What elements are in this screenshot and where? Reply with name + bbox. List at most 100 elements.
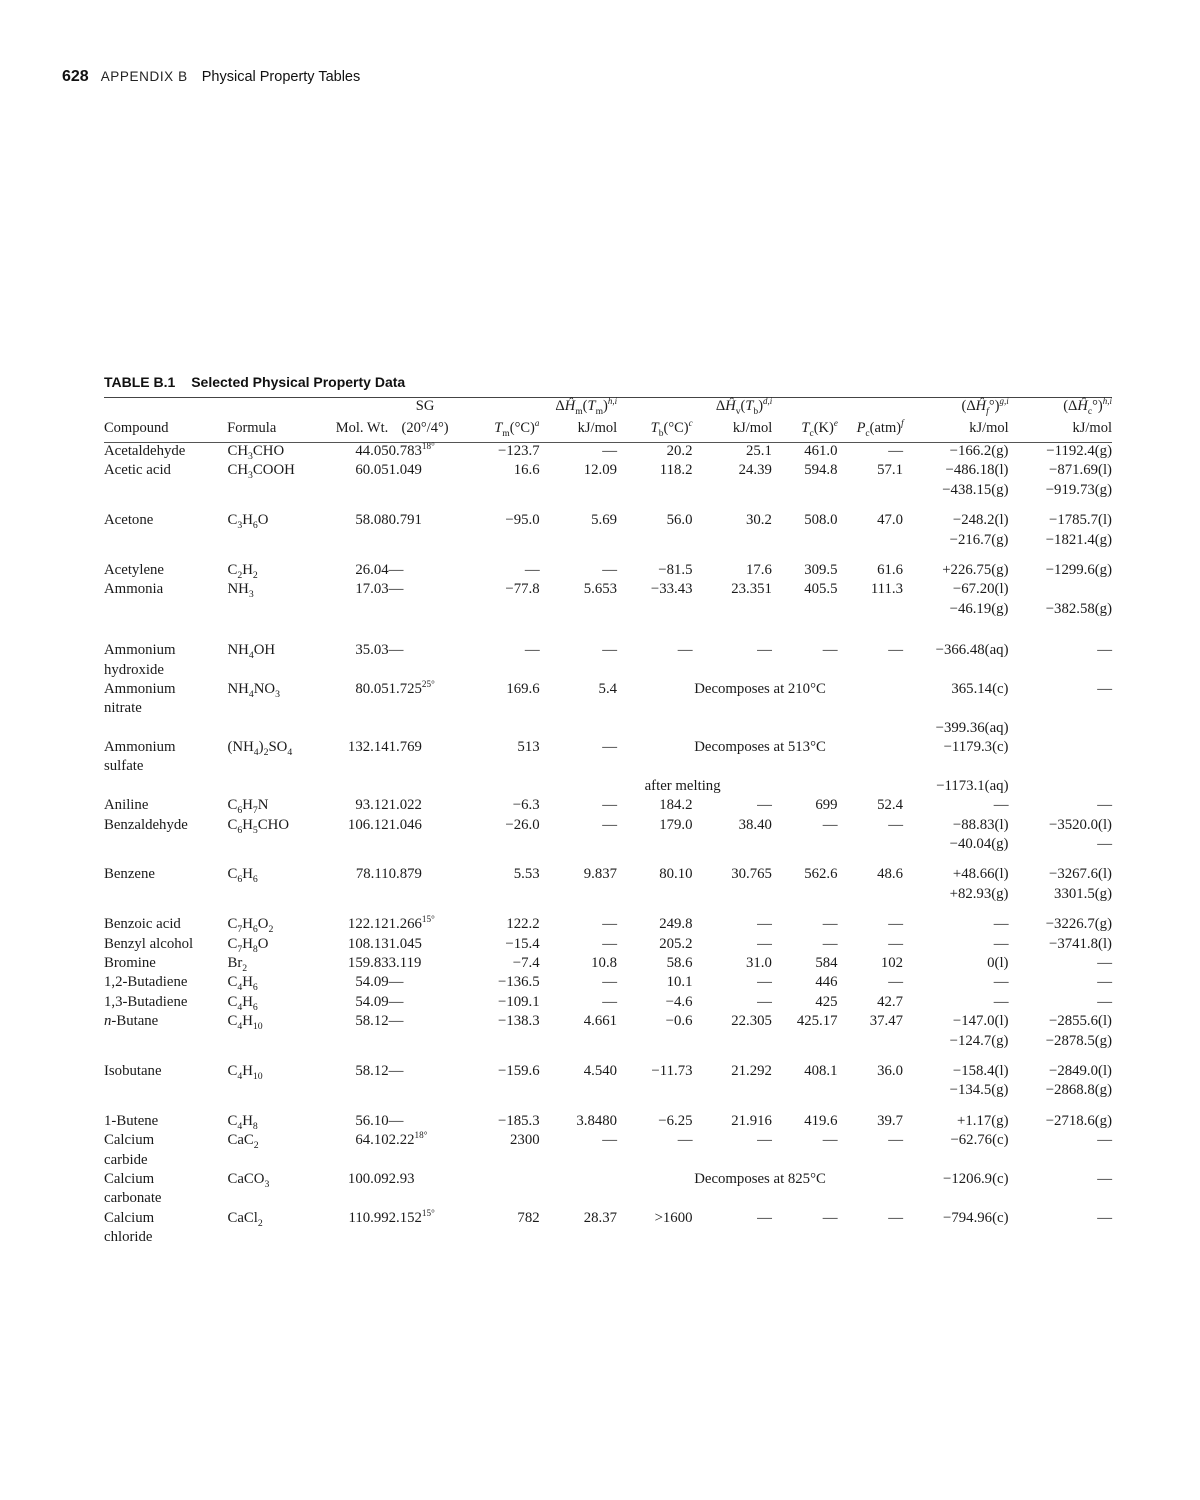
cell-compound: Isobutane — [104, 1062, 162, 1079]
cell-compound: Aniline — [104, 797, 149, 814]
cell-hc: −382.58(g) — [1045, 600, 1112, 617]
header-sg-units: (20°/4°) — [401, 420, 449, 436]
cell-pc: 111.3 — [870, 581, 904, 598]
cell-sg: 1.769 — [388, 739, 422, 756]
cell-mol-wt: 64.10 — [355, 1132, 389, 1149]
table-row: Ammonia NH3 17.03— −77.8 5.653 −33.43 23.351 40… — [104, 581, 1112, 600]
cell-compound-cont: carbide — [104, 1151, 148, 1168]
table-row: Benzoic acid C7H6O2 122.12 1.26615° 122.2 — 24… — [104, 915, 1112, 935]
cell-pc: — — [888, 916, 904, 933]
cell-hv: — — [757, 993, 772, 1010]
cell-compound: Benzene — [104, 866, 155, 883]
cell-compound — [104, 1033, 227, 1052]
table-row-continuation: −124.7(g) −2878.5(g) — [104, 1033, 1112, 1052]
cell-mol-wt: 58.12 — [355, 1013, 389, 1030]
cell-mol-wt: 122.12 — [347, 916, 389, 933]
cell-hm — [540, 601, 617, 620]
cell-mol-wt: 106.12 — [347, 816, 389, 833]
cell-formula: C6H6 — [227, 866, 258, 886]
header-hm-top: ΔĤm(Tm)h,i — [555, 396, 618, 417]
cell-compound: Calcium — [104, 1132, 155, 1149]
cell-empty — [227, 700, 327, 719]
table-row: Acetone C3H6O 58.08 0.791 −95.0 5.69 56.0 30.2 5… — [104, 512, 1112, 531]
cell-tc: 584 — [815, 954, 838, 971]
cell-empty — [772, 758, 838, 777]
cell-sg: — — [388, 581, 404, 598]
cell-empty — [1009, 501, 1113, 512]
cell-hf: — — [993, 935, 1009, 952]
cell-empty — [1009, 855, 1113, 866]
cell-sg: — — [388, 1013, 404, 1030]
cell-hc: −3520.0(l) — [1048, 816, 1112, 833]
cell-pc — [838, 1033, 904, 1052]
cell-sg: — — [388, 974, 404, 991]
cell-empty — [772, 1229, 838, 1248]
header-pc: Pc(atm)f — [856, 418, 904, 439]
cell-hf: — — [993, 797, 1009, 814]
cell-formula: CaC2 — [227, 1132, 259, 1152]
cell-hv: — — [757, 974, 772, 991]
cell-empty — [462, 905, 539, 916]
cell-hc: — — [1097, 974, 1112, 991]
cell-hf: −438.15(g) — [942, 481, 1009, 498]
cell-tc — [772, 601, 838, 620]
cell-compound — [104, 532, 227, 551]
cell-formula — [227, 482, 327, 501]
cell-empty — [903, 620, 1008, 631]
cell-hm: — — [602, 561, 618, 578]
cell-tc: — — [822, 935, 838, 952]
cell-tm: −15.4 — [505, 935, 540, 952]
cell-hf: +82.93(g) — [949, 885, 1009, 902]
cell-empty — [838, 1190, 904, 1209]
cell-empty — [227, 1190, 327, 1209]
cell-tb — [617, 720, 692, 739]
cell-mol-wt — [327, 482, 389, 501]
cell-empty — [1009, 1229, 1113, 1248]
cell-pc: 39.7 — [877, 1112, 904, 1129]
cell-tb: −81.5 — [658, 561, 693, 578]
cell-hm — [540, 482, 617, 501]
cell-hf: — — [993, 993, 1009, 1010]
cell-pc: 61.6 — [877, 561, 904, 578]
cell-tb — [617, 601, 692, 620]
cell-hf: −248.2(l) — [952, 512, 1009, 529]
cell-formula — [227, 1082, 327, 1101]
cell-tb: −0.6 — [665, 1013, 693, 1030]
cell-tc: 425.17 — [796, 1013, 838, 1030]
cell-hf: — — [993, 916, 1009, 933]
cell-mol-wt: 78.11 — [355, 866, 389, 883]
cell-hv: 30.765 — [731, 866, 772, 883]
cell-hc: −2878.5(g) — [1045, 1032, 1112, 1049]
table-row-compound-cont: hydroxide — [104, 662, 1112, 681]
cell-formula: C4H10 — [227, 1062, 263, 1082]
cell-formula: C7H8O — [227, 935, 269, 955]
table-row-continuation: −46.19(g) −382.58(g) — [104, 601, 1112, 620]
cell-mol-wt: 132.14 — [347, 739, 389, 756]
cell-empty — [838, 631, 904, 642]
cell-hv: 21.916 — [731, 1112, 772, 1129]
cell-mol-wt: 58.12 — [355, 1062, 389, 1079]
cell-empty — [772, 620, 838, 631]
table-row: Benzaldehyde C6H5CHO 106.12 1.046 −26.0 — 179.… — [104, 817, 1112, 836]
cell-hm — [540, 1082, 617, 1101]
cell-empty — [772, 662, 838, 681]
cell-empty — [540, 700, 617, 719]
cell-tc: 408.1 — [804, 1062, 838, 1079]
header-row-top: SG ΔĤm(Tm)h,i ΔĤv(Tb)d,i (ΔĤf°)g,i (ΔĤc°… — [104, 396, 1112, 420]
cell-tc — [772, 532, 838, 551]
cell-tm — [462, 1033, 539, 1052]
cell-tc: 699 — [815, 797, 838, 814]
cell-empty — [327, 855, 389, 866]
cell-tm: −136.5 — [497, 974, 540, 991]
cell-hm: — — [602, 916, 618, 933]
cell-tc — [772, 886, 838, 905]
cell-sg: 0.879 — [388, 866, 422, 883]
cell-empty — [838, 700, 904, 719]
header-hf-units: kJ/mol — [969, 420, 1009, 436]
cell-mol-wt — [327, 1033, 389, 1052]
table-row-spacer — [104, 1052, 1112, 1063]
cell-compound — [104, 482, 227, 501]
cell-hc: −3226.7(g) — [1045, 916, 1112, 933]
cell-tm: −159.6 — [497, 1062, 540, 1079]
cell-empty — [462, 501, 539, 512]
